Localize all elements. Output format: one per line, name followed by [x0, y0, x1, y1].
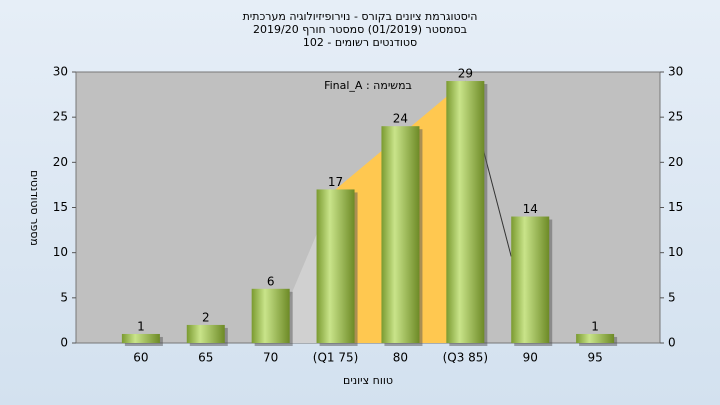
x-tick-label: (Q3 85) [443, 351, 489, 365]
title: סטודנטים רשומים - 102 [303, 36, 417, 49]
y-tick-label: 20 [53, 155, 68, 169]
bar [121, 333, 160, 343]
x-tick-label: 95 [587, 351, 602, 365]
y-tick-label: 10 [53, 245, 68, 259]
y2-tick-label: 20 [668, 155, 683, 169]
x-tick-label: 65 [198, 351, 213, 365]
bar [186, 324, 225, 343]
value-label: 1 [137, 319, 145, 333]
title: בסמסטר (01/2019) סמסטר חורף 2019/20 [253, 23, 467, 36]
y-tick-label: 15 [53, 200, 68, 214]
bar [381, 126, 420, 343]
y2-tick-label: 15 [668, 200, 683, 214]
value-label: 24 [393, 112, 408, 126]
x-tick-label: (Q1 75) [313, 351, 359, 365]
y2-tick-label: 25 [668, 110, 683, 124]
x-tick-label: 70 [263, 351, 278, 365]
x-axis-label: טווח ציונים [343, 374, 393, 387]
y2-tick-label: 30 [668, 65, 683, 79]
y-tick-label: 30 [53, 65, 68, 79]
x-tick-label: 90 [523, 351, 538, 365]
y2-tick-label: 0 [668, 336, 676, 350]
y-tick-label: 25 [53, 110, 68, 124]
bar [576, 333, 615, 343]
x-tick-label: 80 [393, 351, 408, 365]
bar [251, 288, 290, 343]
y-tick-label: 0 [60, 336, 68, 350]
bar [446, 81, 485, 344]
y-tick-label: 5 [60, 290, 68, 304]
y2-tick-label: 5 [668, 290, 676, 304]
value-label: 6 [267, 274, 275, 288]
value-label: 1 [591, 319, 599, 333]
bar [511, 216, 550, 343]
value-label: 29 [458, 67, 473, 81]
y2-tick-label: 10 [668, 245, 683, 259]
bar [316, 189, 355, 343]
x-tick-label: 60 [133, 351, 148, 365]
value-label: 17 [328, 175, 343, 189]
annotation: במשימה : Final_A [324, 79, 412, 92]
title: היסטוגרמת ציונים בקורס - נוירופיזיולוגיה… [243, 10, 478, 23]
y-axis-label: מספר סטודנטים [28, 170, 41, 246]
value-label: 2 [202, 310, 210, 324]
value-label: 14 [523, 202, 538, 216]
